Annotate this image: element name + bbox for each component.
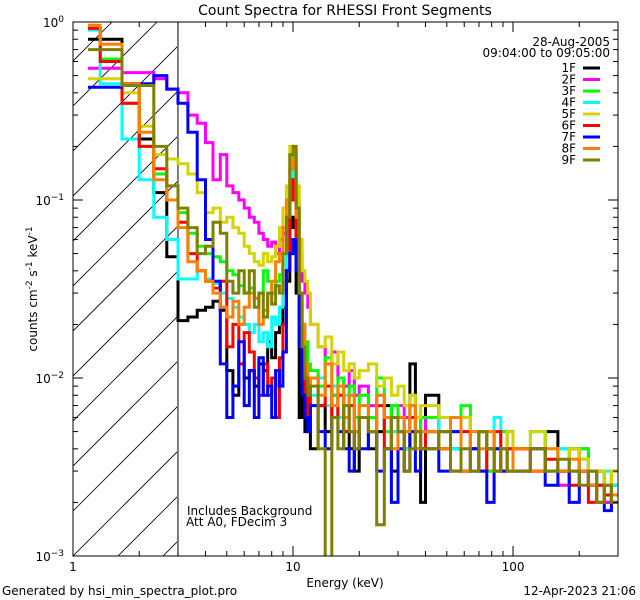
- x-tick-label: 1: [69, 560, 77, 574]
- legend-label-3F: 3F: [561, 84, 576, 98]
- legend-label-5F: 5F: [561, 107, 576, 121]
- x-tick-label: 10: [285, 560, 300, 574]
- timestamp-label: 12-Apr-2023 21:06: [523, 584, 636, 598]
- legend-label-4F: 4F: [561, 96, 576, 110]
- x-tick-label: 100: [502, 560, 525, 574]
- hatch-line: [73, 451, 177, 556]
- x-tick-labels: 1 10 100: [69, 560, 524, 574]
- hatch-line: [73, 22, 113, 62]
- legend-label-8F: 8F: [561, 142, 576, 156]
- hatch-line: [73, 46, 177, 152]
- y-tick-label: 10−1: [35, 193, 64, 208]
- generated-by-label: Generated by hsi_min_spectra_plot.pro: [2, 584, 237, 598]
- legend-label-7F: 7F: [561, 130, 576, 144]
- time-range-label: 09:04:00 to 09:05:00: [483, 46, 610, 60]
- hatch-line: [73, 361, 177, 467]
- series-9F: [88, 48, 618, 556]
- hatch-line: [73, 406, 177, 512]
- chart-title: Count Spectra for RHESSI Front Segments: [198, 3, 492, 19]
- hatch-line: [73, 181, 177, 287]
- hatch-line: [73, 226, 177, 332]
- date-label: 28-Aug-2005: [532, 35, 610, 49]
- plot-frame: [72, 21, 619, 557]
- x-axis-label: Energy (keV): [306, 576, 383, 590]
- axis-ticks: [72, 21, 619, 557]
- y-axis-label: counts cm-2 s-1 keV-1: [25, 226, 40, 351]
- y-tick-labels: 100 10−1 10−2 10−3: [35, 15, 64, 564]
- legend-label-2F: 2F: [561, 73, 576, 87]
- legend-label-6F: 6F: [561, 119, 576, 133]
- legend-label-9F: 9F: [561, 153, 576, 167]
- y-tick-label: 10−3: [35, 549, 64, 564]
- y-tick-label: 100: [43, 15, 64, 30]
- legend-label-1F: 1F: [561, 61, 576, 75]
- y-tick-label: 10−2: [35, 371, 64, 386]
- annotation-background: Includes Background: [187, 504, 312, 518]
- series-group: [88, 23, 618, 556]
- annotation-attenuator: Att A0, FDecim 3: [186, 515, 287, 529]
